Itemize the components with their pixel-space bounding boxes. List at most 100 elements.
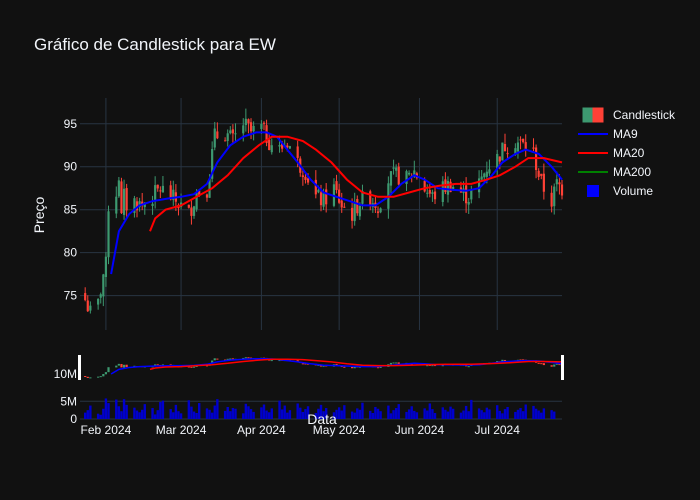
candle [477,170,481,199]
volume-bar [135,410,139,419]
volume-bar [216,399,219,419]
candle-body [107,211,110,258]
candle-body [516,142,520,152]
volume-bar [89,405,92,419]
legend-item[interactable]: Volume [587,184,653,198]
volume-bar [260,407,263,419]
volume-bar [540,412,543,419]
candle [426,184,429,198]
candle-body [281,142,284,149]
candle [465,177,468,213]
candle [433,187,437,205]
candle-body [519,139,522,141]
volume-bar [519,408,522,419]
candle-body [335,181,338,191]
legend-item[interactable]: MA9 [578,127,638,141]
candle-body [244,118,247,126]
candle-body [286,145,289,148]
candle [467,197,470,214]
volume-bar [501,413,504,419]
candle [288,145,292,150]
volume-bar [187,400,191,419]
volume-bar [553,411,556,419]
candle-body [270,145,273,153]
range-slider[interactable] [78,355,564,380]
candle-body [242,125,245,134]
slider-candle [244,357,247,359]
volume-bar [374,406,377,419]
candle-body [231,129,234,134]
volume-bar [542,408,546,419]
candle [519,136,522,150]
candle-body [169,185,172,200]
candle-body [322,192,325,207]
volume-bar [470,399,473,419]
axis-tick-labels: 75 80 85 90 95 0 5M 10M Feb 2024 Mar 2024 Apr 2024… [54,117,521,437]
slider-candle [99,376,102,378]
candle-body [195,192,198,210]
slider-candle [125,364,128,368]
candle-body [485,171,488,177]
candle-body [314,179,317,195]
slider-candle [428,364,431,366]
candle-body [413,170,416,178]
candle [408,170,411,176]
volume-bar [392,410,395,419]
volume-bar [156,410,159,419]
volume-bar [340,410,343,419]
candle-body [356,199,359,214]
candle-body [249,122,253,132]
legend[interactable]: Candlestick MA9 MA20 MA200 Volume [578,107,676,198]
volume-bar [301,411,305,419]
candle [86,295,89,313]
slider-candle [397,362,400,365]
legend-item[interactable]: Candlestick [582,107,676,123]
volume-bar [521,411,525,419]
volume-bar [208,409,211,419]
volume-bar [231,408,235,419]
volume-bar [86,410,89,419]
legend-label: MA20 [613,146,645,160]
volume-bar [537,410,540,419]
volume-bar [172,412,175,419]
slider-candle [553,364,556,367]
volume-bar [262,404,266,419]
volume-bar [242,413,245,419]
slider-candle [540,363,543,365]
candle [506,147,509,160]
volume-tick-label: 0 [70,412,77,426]
volume-bar [462,410,465,419]
slider-candle [304,363,307,365]
volume-bars [83,398,556,419]
slider-candle [467,366,470,368]
candle-body [172,189,175,200]
legend-item[interactable]: MA20 [578,146,645,160]
x-tick-label: Jul 2024 [475,423,521,437]
ma9-line [110,131,563,275]
volume-bar [169,409,172,419]
candle-body [156,184,159,189]
candle-body [501,142,504,161]
candle-body [125,188,128,211]
candle [187,204,190,209]
candle-body [465,185,468,204]
legend-item[interactable]: MA200 [578,165,651,179]
candle-body [480,176,483,180]
candle [97,298,100,310]
slider-candle [154,364,157,367]
candle [325,183,328,213]
range-slider-handle-left [78,355,81,380]
candle-body [446,181,450,195]
candle-body [376,211,380,214]
volume-bar [449,406,452,419]
volume-bar [317,408,320,419]
slider-candle [319,365,323,367]
volume-bar [322,411,325,419]
candle-body [449,181,452,193]
volume-bar [223,410,227,419]
candle-body [553,186,556,207]
candle-body [467,201,470,205]
candle [540,173,543,180]
candle-body [560,184,564,196]
